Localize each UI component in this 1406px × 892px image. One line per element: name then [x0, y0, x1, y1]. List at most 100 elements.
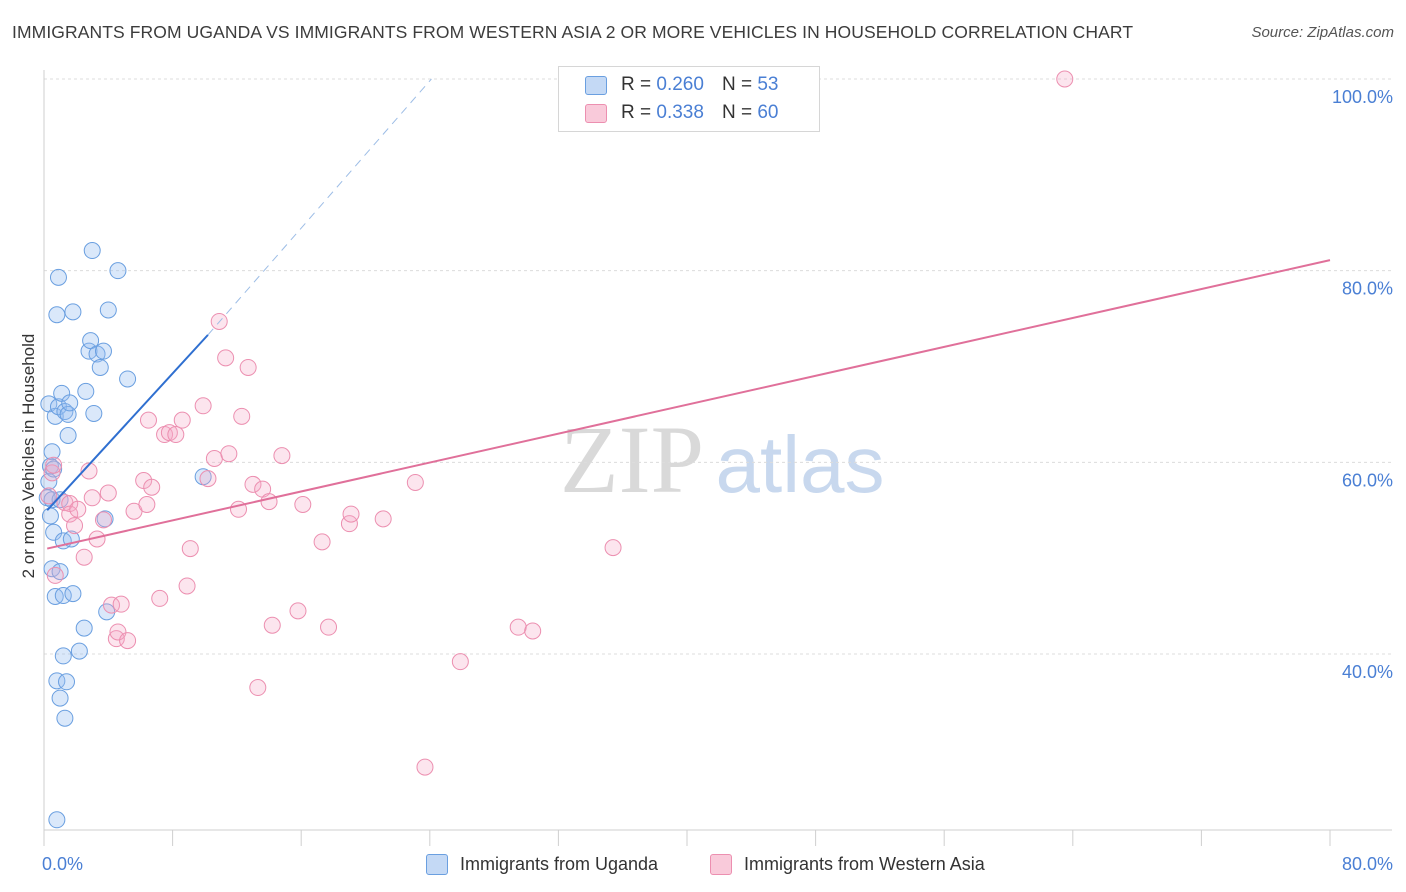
points-layer: [38, 70, 1074, 829]
uganda-point: [64, 585, 82, 603]
uganda-point: [119, 370, 137, 388]
western-asia-point: [509, 618, 527, 636]
western-asia-point: [139, 411, 157, 429]
correlation-legend: R = 0.260 N = 53 R = 0.338 N = 60: [558, 66, 820, 132]
western-asia-point: [294, 496, 312, 513]
y-tick-label: 40.0%: [1342, 662, 1393, 682]
uganda-point: [48, 306, 66, 324]
bottom-legend-western-asia: Immigrants from Western Asia: [710, 852, 985, 876]
western-asia-point: [406, 473, 424, 491]
uganda-point: [48, 811, 66, 829]
bottom-legend-label-western-asia: Immigrants from Western Asia: [744, 853, 985, 874]
western-asia-point: [167, 426, 185, 444]
x-tick-label-min: 0.0%: [42, 854, 83, 874]
legend-n-label: N =: [721, 102, 753, 123]
uganda-point: [96, 510, 114, 528]
western-asia-point: [233, 407, 251, 425]
western-asia-point: [119, 632, 137, 650]
western-asia-point: [416, 758, 434, 776]
western-asia-point: [45, 456, 63, 474]
y-tick-label: 60.0%: [1342, 470, 1393, 490]
western-asia-point: [80, 462, 98, 480]
western-asia-point: [604, 539, 622, 557]
western-asia-point: [342, 505, 360, 523]
watermark-zip: ZIP: [560, 406, 704, 513]
uganda-point: [83, 242, 101, 260]
uganda-point: [91, 358, 109, 376]
western-asia-point: [249, 679, 267, 697]
bottom-legend-swatch-western-asia: [710, 853, 732, 875]
western-asia-point: [75, 548, 93, 566]
uganda-point: [56, 403, 74, 421]
legend-r-label: R =: [621, 74, 652, 95]
uganda-point: [75, 619, 93, 637]
uganda-point: [64, 303, 82, 321]
uganda-point: [85, 404, 103, 422]
x-tick-label-max: 80.0%: [1342, 854, 1393, 874]
western-asia-point: [109, 623, 127, 641]
western-asia-point: [451, 653, 469, 671]
legend-swatch-western-asia: [585, 103, 607, 123]
western-asia-point: [138, 496, 156, 513]
western-asia-point: [160, 424, 178, 442]
western-asia-point: [66, 517, 84, 535]
western-asia-point: [69, 500, 87, 518]
uganda-point: [61, 394, 79, 412]
trend-layer: [46, 78, 1331, 550]
legend-row-western-asia: R = 0.338 N = 60: [585, 101, 778, 125]
bottom-legend-swatch-uganda: [426, 853, 448, 875]
uganda-point: [43, 443, 61, 461]
western-asia-point: [112, 595, 130, 613]
western-asia-point: [173, 411, 191, 429]
western-asia-trend-line: [46, 259, 1331, 550]
western-asia-point: [374, 510, 392, 528]
western-asia-point: [194, 397, 212, 415]
uganda-point: [51, 689, 69, 707]
legend-r-value-uganda: 0.260: [656, 74, 704, 95]
y-tick-label: 100.0%: [1332, 87, 1393, 107]
western-asia-point: [244, 475, 262, 493]
uganda-point: [109, 262, 127, 280]
western-asia-point: [217, 349, 235, 367]
uganda-trend-extension: [207, 78, 432, 336]
uganda-point: [94, 342, 112, 360]
legend-n-value-uganda: 53: [757, 74, 779, 95]
legend-swatch-uganda: [585, 75, 607, 95]
western-asia-point: [273, 447, 291, 465]
western-asia-point: [94, 511, 112, 529]
western-asia-point: [178, 577, 196, 595]
legend-r-value-western-asia: 0.338: [656, 102, 704, 123]
western-asia-point: [199, 470, 217, 488]
western-asia-point: [220, 445, 238, 463]
uganda-point: [54, 647, 72, 665]
legend-n-label: N =: [721, 74, 753, 95]
uganda-point: [99, 301, 117, 319]
uganda-point: [70, 642, 88, 660]
uganda-point: [58, 673, 76, 691]
western-asia-point: [181, 540, 199, 558]
y-tick-label: 80.0%: [1342, 279, 1393, 299]
western-asia-point: [524, 622, 542, 640]
western-asia-point: [40, 487, 58, 505]
western-asia-point: [289, 602, 307, 620]
legend-n-value-western-asia: 60: [757, 102, 779, 123]
uganda-point: [45, 523, 63, 541]
western-asia-point: [239, 358, 257, 376]
western-asia-point: [205, 450, 223, 467]
western-asia-point: [263, 616, 281, 634]
uganda-point: [59, 427, 77, 444]
y-axis-title: 2 or more Vehicles in Household: [19, 334, 38, 579]
uganda-point: [41, 507, 59, 525]
western-asia-point: [151, 589, 169, 607]
legend-r-label: R =: [621, 102, 652, 123]
bottom-legend-uganda: Immigrants from Uganda: [426, 852, 658, 876]
uganda-trend-line: [46, 334, 209, 511]
legend-row-uganda: R = 0.260 N = 53: [585, 73, 778, 97]
western-asia-point: [99, 484, 117, 502]
western-asia-point: [83, 489, 101, 507]
bottom-legend-label-uganda: Immigrants from Uganda: [460, 853, 659, 874]
western-asia-point: [320, 618, 338, 636]
label-layer: 40.0% 60.0% 80.0% 100.0% 0.0% 80.0% 2 or more …: [19, 87, 1393, 874]
uganda-point: [51, 491, 69, 509]
